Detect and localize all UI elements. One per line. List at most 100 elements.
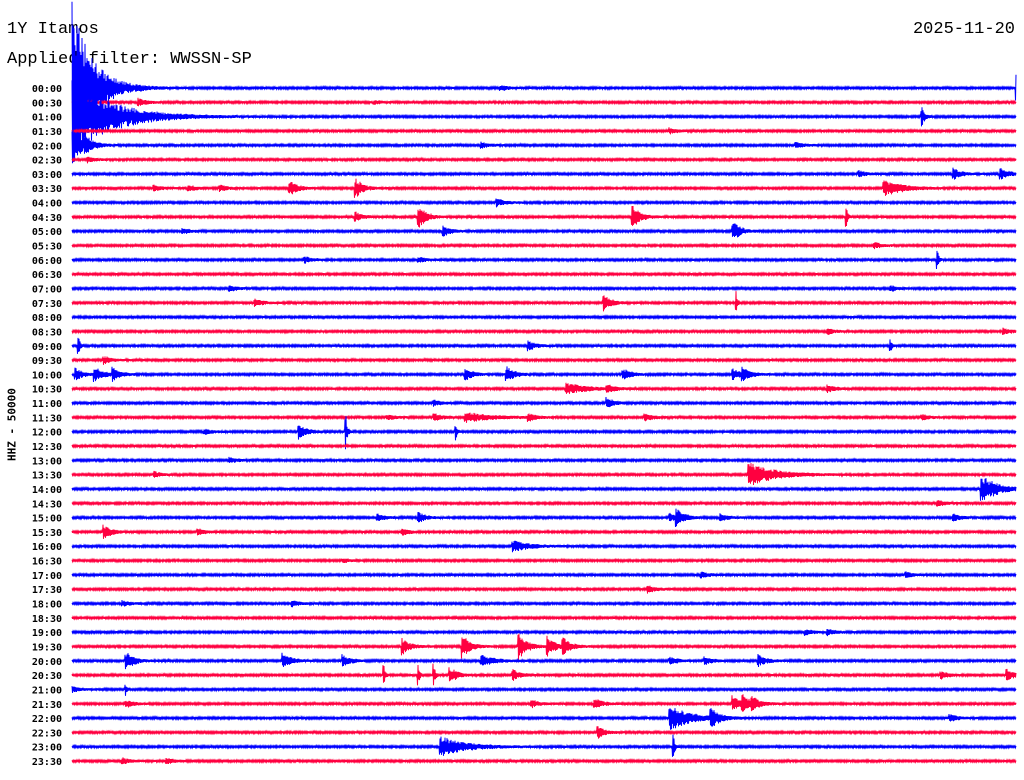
seismogram-trace-1600 <box>71 540 1017 553</box>
row-time-label: 09:00 <box>32 342 62 353</box>
seismogram-trace-0400 <box>71 198 1017 208</box>
row-time-label: 16:00 <box>32 542 62 553</box>
row-time-label: 04:00 <box>32 199 62 210</box>
seismogram-trace-1830 <box>71 614 1017 621</box>
seismogram-trace-1430 <box>71 500 1017 507</box>
row-time-label: 19:30 <box>32 642 62 653</box>
row-time-label: 03:30 <box>32 184 62 195</box>
row-time-label: 02:30 <box>32 156 62 167</box>
seismogram-trace-2000 <box>71 652 1017 670</box>
seismogram-trace-0930 <box>71 356 1017 365</box>
row-time-label: 21:30 <box>32 700 62 711</box>
seismogram-trace-1900 <box>71 628 1017 637</box>
row-time-label: 18:00 <box>32 600 62 611</box>
seismogram-trace-2030 <box>71 663 1017 686</box>
row-time-label: 04:30 <box>32 213 62 224</box>
seismogram-trace-0030 <box>71 97 1017 107</box>
row-time-label: 01:00 <box>32 113 62 124</box>
filter-label: Applied filter: WWSSN-SP <box>7 50 252 69</box>
seismogram-trace-1700 <box>71 571 1017 579</box>
seismogram-trace-0500 <box>71 223 1017 238</box>
row-time-label: 21:00 <box>32 685 62 696</box>
seismogram-trace-1330 <box>71 463 1017 486</box>
row-time-label: 20:00 <box>32 657 62 668</box>
seismogram-trace-1100 <box>71 396 1017 408</box>
seismogram-trace-1630 <box>71 557 1017 564</box>
seismogram-trace-0530 <box>71 242 1017 250</box>
seismogram-trace-0630 <box>71 271 1017 278</box>
row-time-label: 19:00 <box>32 628 62 639</box>
seismogram-trace-2300 <box>71 734 1017 757</box>
seismogram-trace-0230 <box>71 156 1017 164</box>
seismogram-trace-2330 <box>71 757 1017 765</box>
row-time-label: 12:30 <box>32 442 62 453</box>
seismogram-trace-0330 <box>71 178 1017 198</box>
row-time-label: 15:30 <box>32 528 62 539</box>
seismogram-trace-0300 <box>71 167 1017 180</box>
seismogram-trace-0700 <box>71 285 1017 292</box>
row-time-label: 07:30 <box>32 299 62 310</box>
seismogram-trace-0200 <box>71 127 1017 164</box>
row-time-label: 06:00 <box>32 256 62 267</box>
seismogram-trace-2130 <box>71 694 1017 712</box>
seismogram-trace-1130 <box>71 412 1017 423</box>
seismogram-trace-1200 <box>71 416 1017 450</box>
row-time-label: 22:00 <box>32 714 62 725</box>
row-time-label: 20:30 <box>32 671 62 682</box>
row-time-label: 15:00 <box>32 514 62 525</box>
row-time-label: 03:00 <box>32 170 62 181</box>
row-time-label: 02:00 <box>32 141 62 152</box>
row-time-label: 13:30 <box>32 471 62 482</box>
row-time-label: 10:00 <box>32 370 62 381</box>
seismogram-trace-1930 <box>71 633 1017 661</box>
row-time-label: 14:00 <box>32 485 62 496</box>
row-time-label: 23:00 <box>32 743 62 754</box>
row-time-label: 17:00 <box>32 571 62 582</box>
station-title: 1Y Itamos <box>7 20 99 39</box>
row-time-label: 10:30 <box>32 385 62 396</box>
row-time-label: 18:30 <box>32 614 62 625</box>
seismogram-trace-0600 <box>71 250 1017 270</box>
row-time-label: 23:30 <box>32 757 62 768</box>
row-time-label: 12:00 <box>32 428 62 439</box>
row-time-label: 11:30 <box>32 413 62 424</box>
seismogram-trace-1400 <box>71 478 1017 501</box>
row-time-label: 07:00 <box>32 284 62 295</box>
row-time-label: 14:30 <box>32 499 62 510</box>
row-time-label: 00:30 <box>32 98 62 109</box>
row-time-label: 00:00 <box>32 84 62 95</box>
row-time-label: 05:00 <box>32 227 62 238</box>
date-label: 2025-11-20 <box>912 20 1015 39</box>
seismogram-trace-2230 <box>71 726 1017 739</box>
row-time-label: 08:30 <box>32 327 62 338</box>
row-time-label: 22:30 <box>32 728 62 739</box>
row-time-label: 17:30 <box>32 585 62 596</box>
seismogram-trace-0900 <box>71 337 1017 354</box>
seismogram-trace-2100 <box>71 684 1017 696</box>
seismogram-trace-0730 <box>71 291 1017 312</box>
row-time-label: 05:30 <box>32 242 62 253</box>
seismogram-trace-1300 <box>71 456 1017 464</box>
seismogram-trace-2200 <box>71 708 1017 730</box>
row-time-label: 09:30 <box>32 356 62 367</box>
seismogram-trace-0430 <box>71 205 1017 228</box>
seismogram-trace-0000 <box>71 1 1017 160</box>
seismogram-trace-0830 <box>71 327 1017 335</box>
seismogram-trace-1030 <box>71 382 1017 394</box>
row-time-label: 06:30 <box>32 270 62 281</box>
seismogram-trace-1800 <box>71 600 1017 608</box>
seismogram-trace-0130 <box>71 127 1017 135</box>
seismogram-trace-1730 <box>71 585 1017 594</box>
row-time-label: 16:30 <box>32 557 62 568</box>
seismogram-trace-1530 <box>71 524 1017 539</box>
seismogram-trace-1500 <box>71 508 1017 528</box>
seismogram-trace-0800 <box>71 314 1017 321</box>
seismogram-trace-0100 <box>71 80 1017 150</box>
row-time-label: 13:00 <box>32 456 62 467</box>
row-time-label: 11:00 <box>32 399 62 410</box>
seismogram-trace-1230 <box>71 442 1017 450</box>
row-time-label: 08:00 <box>32 313 62 324</box>
seismogram-trace-1000 <box>71 366 1017 383</box>
row-time-label: 01:30 <box>32 127 62 138</box>
